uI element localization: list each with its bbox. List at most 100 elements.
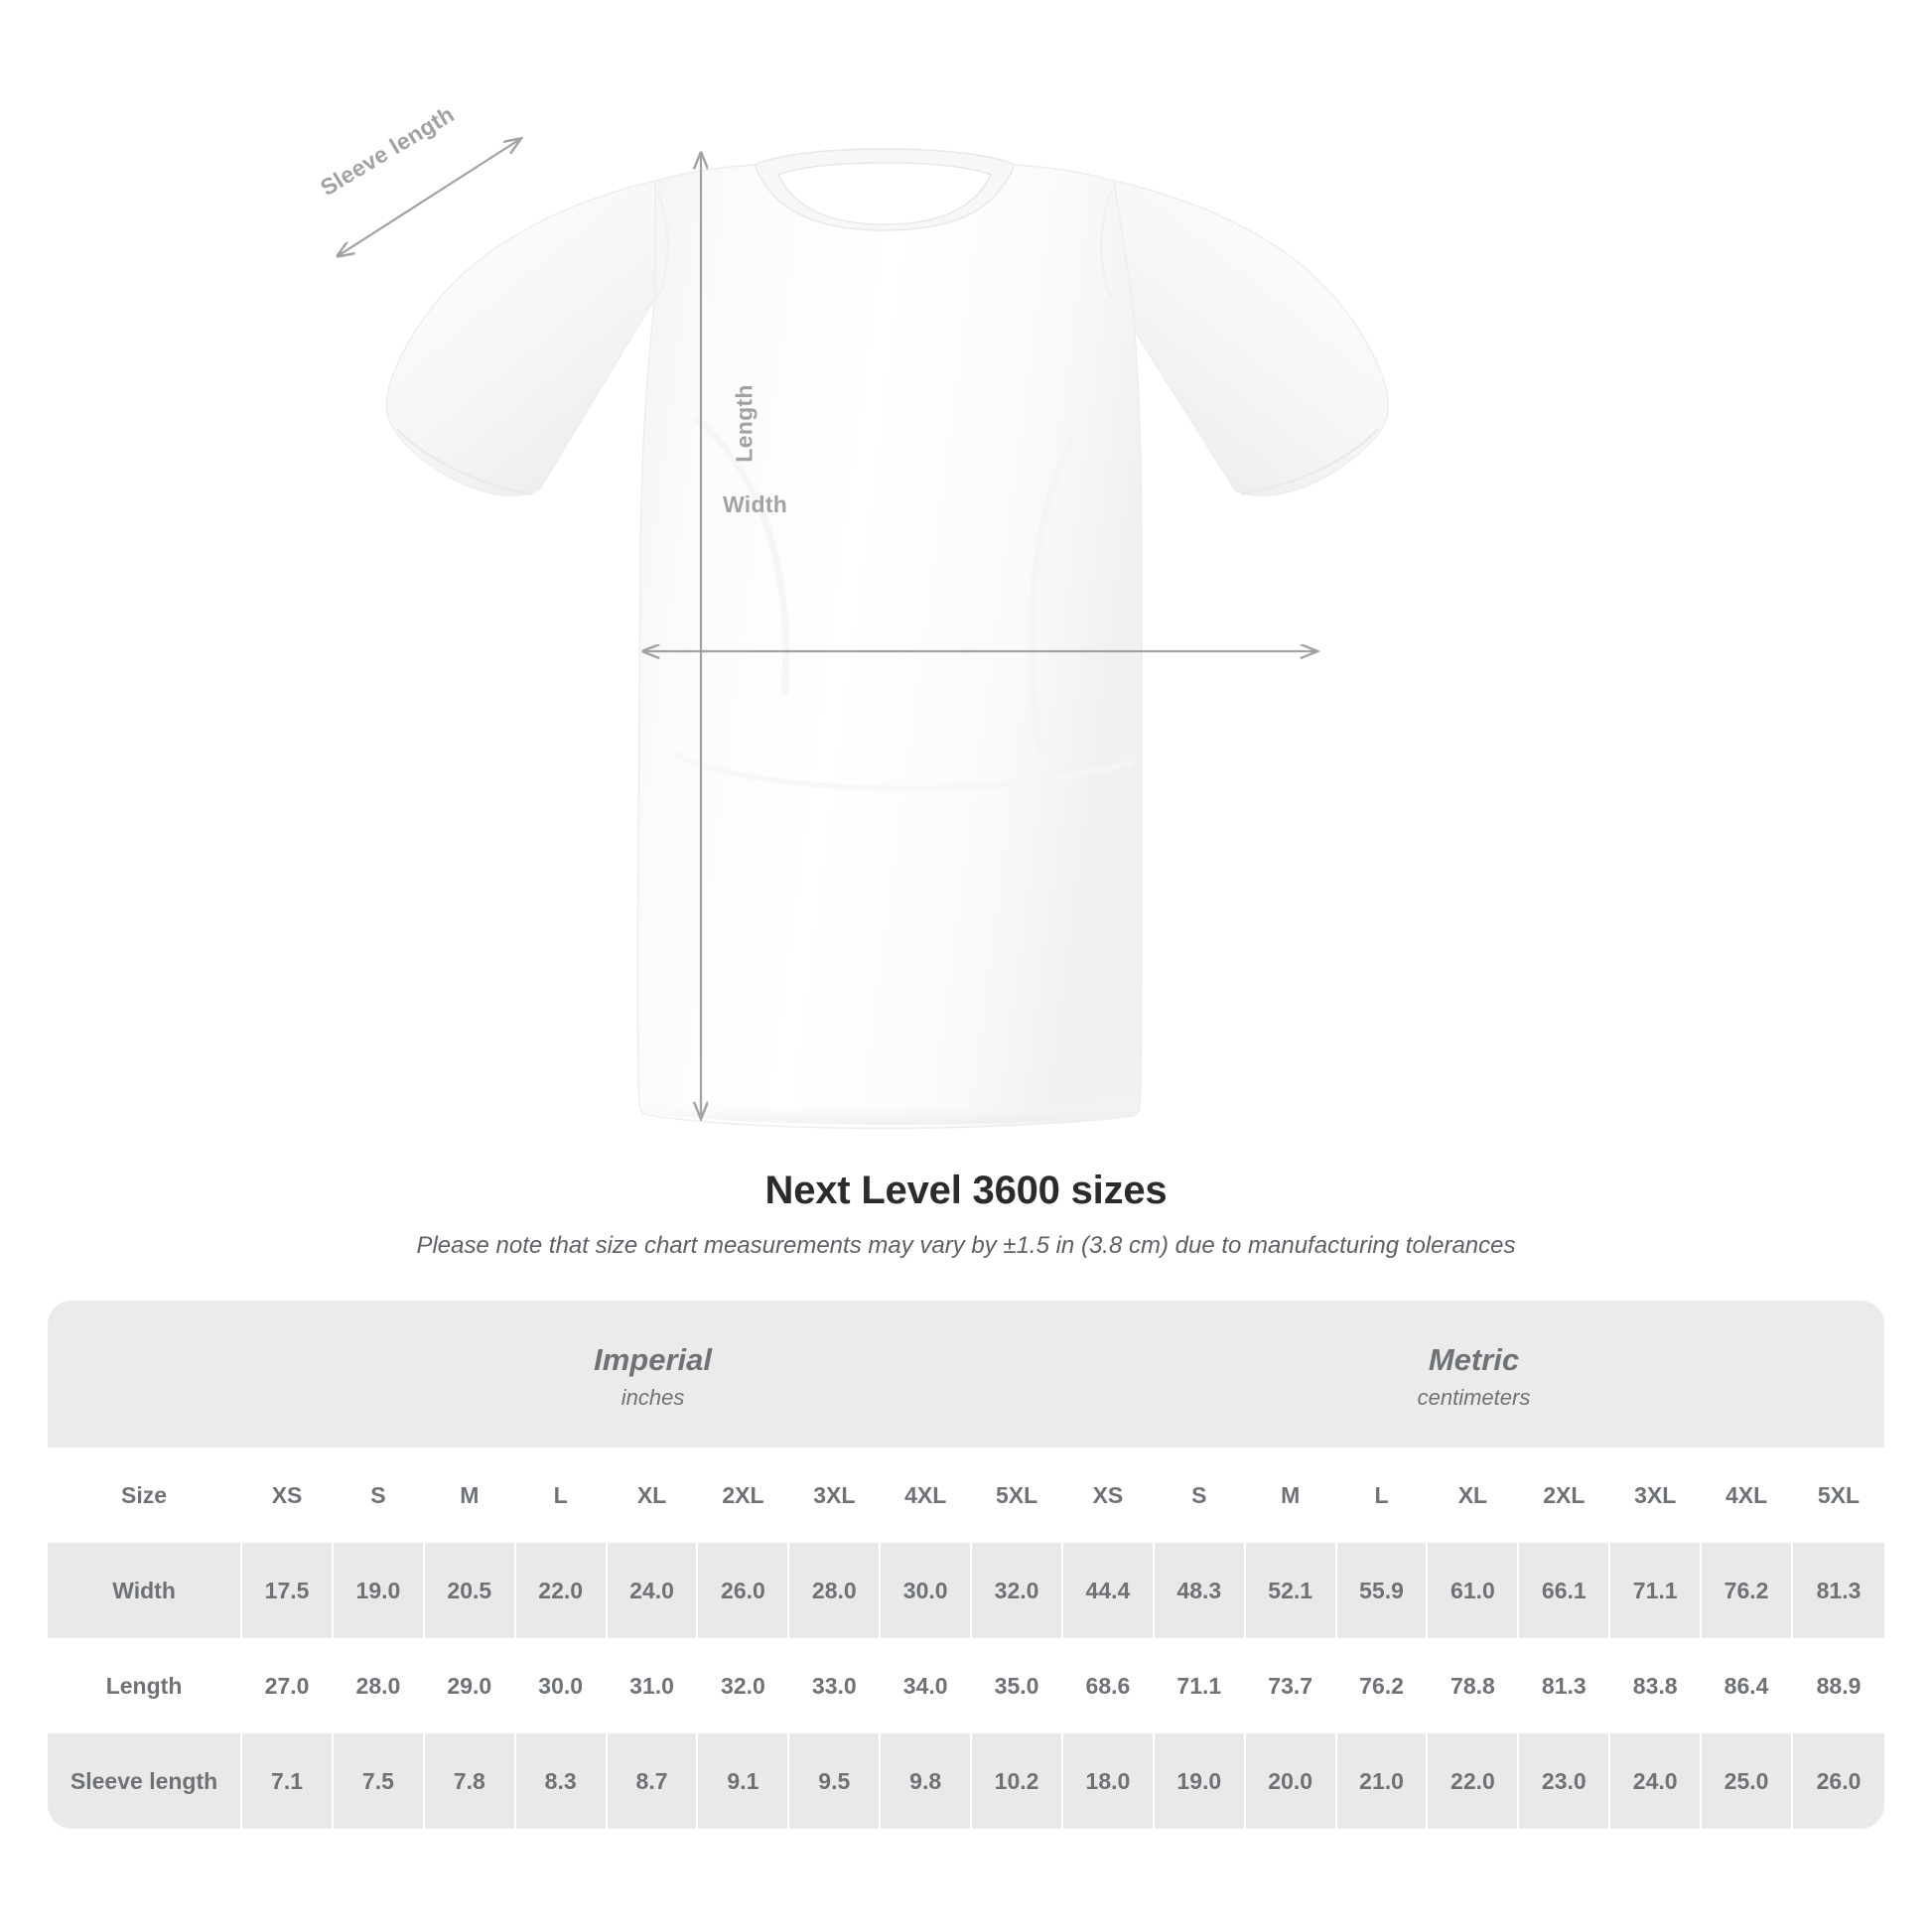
unit-group-metric: Metric centimeters	[1062, 1301, 1884, 1448]
unit-group-unit: inches	[621, 1385, 685, 1411]
size-table-container: Imperial inches Metric centimeters Size XS S M L…	[48, 1301, 1884, 1829]
cell-sleeve-length-metric-l: 21.0	[1336, 1733, 1429, 1829]
cell-width-metric-xl: 61.0	[1428, 1543, 1520, 1638]
cell-sleeve-length-imperial-3xl: 9.5	[789, 1733, 882, 1829]
row-label-width: Width	[48, 1543, 243, 1638]
cell-sleeve-length-imperial-4xl: 9.8	[881, 1733, 973, 1829]
size-column-header-imperial-m: M	[424, 1448, 516, 1543]
cell-width-imperial-3xl: 28.0	[789, 1543, 882, 1638]
tshirt-shape	[385, 148, 1389, 1130]
cell-sleeve-length-metric-5xl: 26.0	[1792, 1733, 1884, 1829]
cell-width-imperial-5xl: 32.0	[972, 1543, 1063, 1638]
cell-sleeve-length-metric-s: 19.0	[1154, 1733, 1246, 1829]
size-column-header-imperial-l: L	[515, 1448, 608, 1543]
sleeve-length-arrow	[338, 139, 520, 256]
size-column-header-metric-3xl: 3XL	[1610, 1448, 1703, 1543]
cell-width-metric-4xl: 76.2	[1702, 1543, 1793, 1638]
row-label-sleeve-length: Sleeve length	[48, 1733, 243, 1829]
width-label: Width	[723, 491, 788, 517]
size-column-header-metric-m: M	[1245, 1448, 1337, 1543]
unit-group-unit: centimeters	[1417, 1385, 1531, 1411]
cell-sleeve-length-imperial-s: 7.5	[333, 1733, 425, 1829]
cell-sleeve-length-metric-3xl: 24.0	[1610, 1733, 1703, 1829]
cell-length-metric-xl: 78.8	[1428, 1638, 1520, 1733]
size-header-label: Size	[48, 1448, 243, 1543]
cell-sleeve-length-imperial-xs: 7.1	[242, 1733, 334, 1829]
title-block: Next Level 3600 sizes Please note that s…	[0, 1167, 1932, 1261]
unit-group-imperial: Imperial inches	[242, 1301, 1063, 1448]
unit-group-name: Imperial	[594, 1341, 712, 1377]
cell-width-metric-m: 52.1	[1245, 1543, 1337, 1638]
cell-length-metric-s: 71.1	[1154, 1638, 1246, 1733]
cell-length-metric-2xl: 81.3	[1519, 1638, 1611, 1733]
cell-width-imperial-s: 19.0	[333, 1543, 425, 1638]
cell-width-metric-l: 55.9	[1336, 1543, 1429, 1638]
cell-sleeve-length-metric-m: 20.0	[1245, 1733, 1337, 1829]
tshirt-diagram	[0, 0, 1389, 1130]
unit-group-name: Metric	[1428, 1341, 1520, 1377]
cell-sleeve-length-metric-xs: 18.0	[1062, 1733, 1155, 1829]
cell-width-metric-5xl: 81.3	[1792, 1543, 1884, 1638]
cell-sleeve-length-metric-xl: 22.0	[1428, 1733, 1520, 1829]
size-column-header-imperial-2xl: 2XL	[698, 1448, 790, 1543]
cell-sleeve-length-imperial-l: 8.3	[515, 1733, 608, 1829]
size-column-header-imperial-xl: XL	[607, 1448, 699, 1543]
cell-sleeve-length-imperial-xl: 8.7	[607, 1733, 699, 1829]
cell-width-imperial-2xl: 26.0	[698, 1543, 790, 1638]
cell-width-metric-xs: 44.4	[1062, 1543, 1155, 1638]
cell-length-imperial-2xl: 32.0	[698, 1638, 790, 1733]
cell-sleeve-length-imperial-m: 7.8	[424, 1733, 516, 1829]
unit-header-row: Imperial inches Metric centimeters	[48, 1301, 1884, 1448]
cell-width-imperial-m: 20.5	[424, 1543, 516, 1638]
cell-length-imperial-xl: 31.0	[607, 1638, 699, 1733]
size-column-header-metric-l: L	[1336, 1448, 1429, 1543]
cell-length-metric-m: 73.7	[1245, 1638, 1337, 1733]
cell-length-metric-l: 76.2	[1336, 1638, 1429, 1733]
size-table: Imperial inches Metric centimeters Size XS S M L…	[48, 1301, 1884, 1829]
cell-length-metric-3xl: 83.8	[1610, 1638, 1703, 1733]
length-label: Length	[731, 384, 758, 463]
cell-width-imperial-l: 22.0	[515, 1543, 608, 1638]
cell-sleeve-length-metric-4xl: 25.0	[1702, 1733, 1793, 1829]
cell-sleeve-length-imperial-5xl: 10.2	[972, 1733, 1063, 1829]
cell-sleeve-length-metric-2xl: 23.0	[1519, 1733, 1611, 1829]
cell-width-imperial-xl: 24.0	[607, 1543, 699, 1638]
tolerance-note: Please note that size chart measurements…	[416, 1232, 1516, 1259]
table-row: Width 17.5 19.0 20.5 22.0 24.0 26.0 28.0 30.0 32.…	[48, 1543, 1884, 1638]
size-column-header-metric-5xl: 5XL	[1792, 1448, 1884, 1543]
cell-length-metric-5xl: 88.9	[1792, 1638, 1884, 1733]
table-row: Length 27.0 28.0 29.0 30.0 31.0 32.0 33.0 34.0 35…	[48, 1638, 1884, 1733]
size-column-header-metric-xs: XS	[1062, 1448, 1155, 1543]
size-column-header-imperial-4xl: 4XL	[881, 1448, 973, 1543]
size-column-header-imperial-3xl: 3XL	[789, 1448, 882, 1543]
size-column-header-imperial-s: S	[333, 1448, 425, 1543]
cell-width-imperial-4xl: 30.0	[881, 1543, 973, 1638]
cell-length-imperial-l: 30.0	[515, 1638, 608, 1733]
cell-width-metric-3xl: 71.1	[1610, 1543, 1703, 1638]
cell-length-metric-xs: 68.6	[1062, 1638, 1155, 1733]
size-column-header-imperial-xs: XS	[242, 1448, 334, 1543]
cell-sleeve-length-imperial-2xl: 9.1	[698, 1733, 790, 1829]
size-column-header-metric-4xl: 4XL	[1702, 1448, 1793, 1543]
size-header-row: Size XS S M L XL 2XL 3XL 4XL 5XL XS S M L XL 2XL 3XL 4XL 5…	[48, 1448, 1884, 1543]
cell-length-imperial-4xl: 34.0	[881, 1638, 973, 1733]
row-label-length: Length	[48, 1638, 243, 1733]
cell-length-imperial-m: 29.0	[424, 1638, 516, 1733]
cell-length-metric-4xl: 86.4	[1702, 1638, 1793, 1733]
size-column-header-metric-s: S	[1154, 1448, 1246, 1543]
cell-length-imperial-s: 28.0	[333, 1638, 425, 1733]
size-column-header-imperial-5xl: 5XL	[972, 1448, 1063, 1543]
cell-length-imperial-5xl: 35.0	[972, 1638, 1063, 1733]
size-column-header-metric-2xl: 2XL	[1519, 1448, 1611, 1543]
cell-width-imperial-xs: 17.5	[242, 1543, 334, 1638]
cell-length-imperial-xs: 27.0	[242, 1638, 334, 1733]
size-column-header-metric-xl: XL	[1428, 1448, 1520, 1543]
unit-corner-cell	[48, 1301, 243, 1448]
cell-width-metric-2xl: 66.1	[1519, 1543, 1611, 1638]
page-title: Next Level 3600 sizes	[764, 1169, 1168, 1212]
garment-illustration: Sleeve length Length Width	[0, 0, 1389, 1130]
cell-width-metric-s: 48.3	[1154, 1543, 1246, 1638]
table-row: Sleeve length 7.1 7.5 7.8 8.3 8.7 9.1 9.5 9.8 10.…	[48, 1733, 1884, 1829]
cell-length-imperial-3xl: 33.0	[789, 1638, 882, 1733]
